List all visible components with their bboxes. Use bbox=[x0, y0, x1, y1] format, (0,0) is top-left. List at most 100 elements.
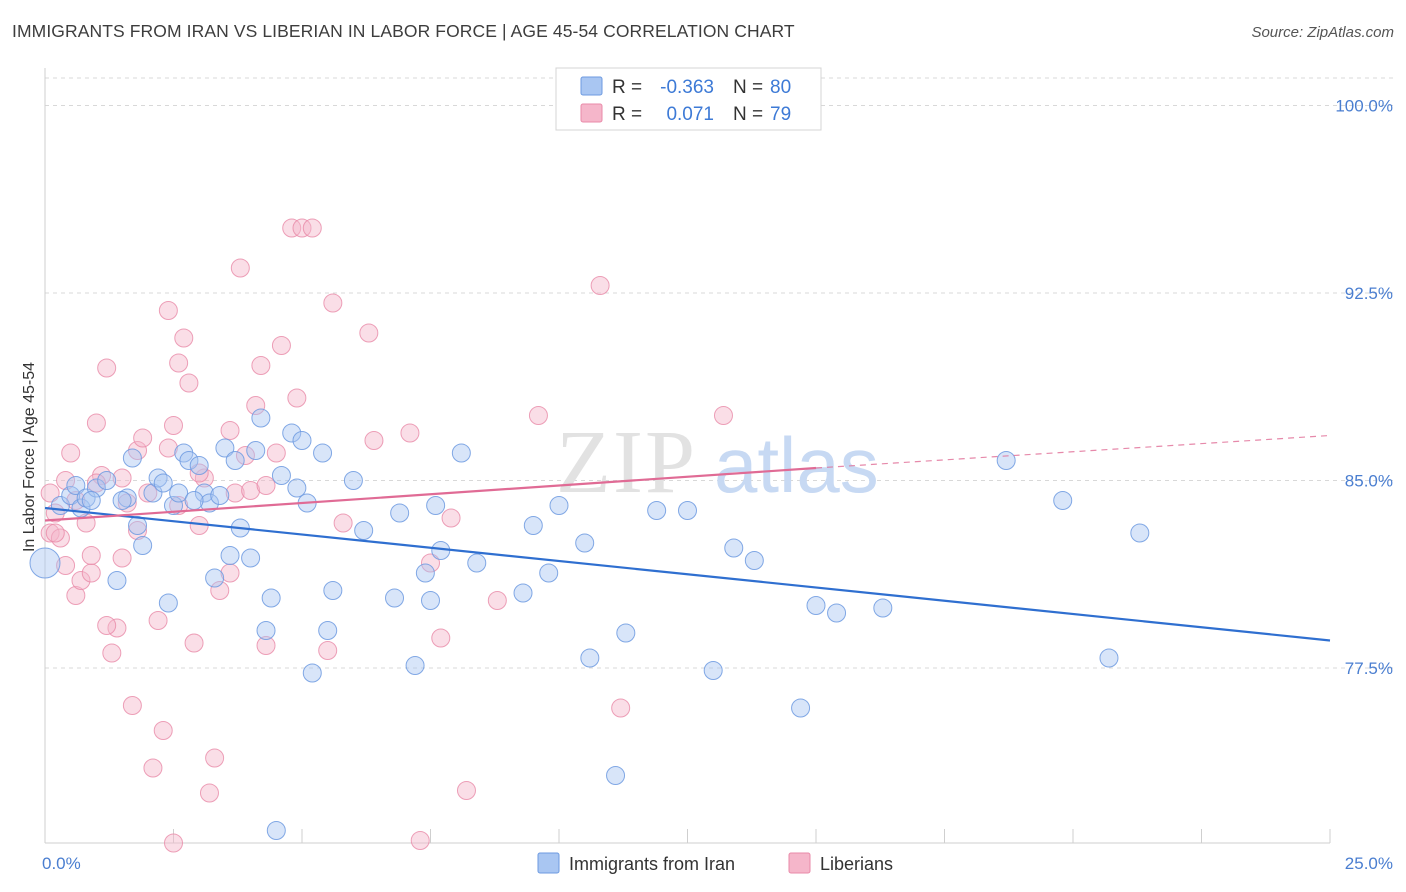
iran-point bbox=[405, 656, 425, 675]
liberians-point bbox=[97, 358, 117, 378]
liberians-point bbox=[50, 528, 70, 548]
watermark-atlas: atlas bbox=[714, 421, 879, 509]
iran-point bbox=[292, 431, 312, 450]
iran-points bbox=[29, 408, 1150, 840]
liberians-point bbox=[611, 698, 631, 718]
iran-point bbox=[390, 503, 410, 523]
stats-legend: R = -0.363 N = 80 R = 0.071 N = 79 bbox=[555, 67, 822, 131]
liberians-point bbox=[287, 388, 307, 408]
liberians-point bbox=[256, 636, 276, 655]
liberians-point bbox=[138, 483, 158, 503]
liberians-point bbox=[713, 406, 733, 425]
iran-point bbox=[241, 548, 261, 568]
liberians-point bbox=[184, 633, 204, 653]
liberians-point bbox=[441, 508, 461, 528]
liberians-point bbox=[153, 721, 173, 740]
iran-point bbox=[1053, 491, 1073, 510]
iran-point bbox=[29, 547, 61, 579]
liberians-point bbox=[56, 556, 76, 575]
iran-point bbox=[246, 441, 266, 460]
liberians-point bbox=[143, 758, 163, 778]
liberians-point bbox=[456, 781, 476, 800]
liberians-point bbox=[302, 218, 322, 238]
liberians-point bbox=[292, 218, 312, 238]
iran-point bbox=[539, 563, 559, 583]
liberians-point bbox=[323, 293, 343, 313]
series-legend-label-iran: Immigrants from Iran bbox=[569, 854, 735, 874]
watermark-zip: ZIP bbox=[556, 413, 697, 512]
iran-point bbox=[549, 496, 569, 515]
x-tick-labels: 0.0% 25.0% bbox=[42, 854, 1393, 873]
iran-point bbox=[523, 516, 543, 535]
iran-point bbox=[153, 473, 173, 493]
liberians-point bbox=[194, 468, 214, 488]
iran-point bbox=[107, 571, 127, 590]
iran-point bbox=[199, 493, 219, 513]
liberians-point bbox=[56, 471, 76, 490]
iran-point bbox=[451, 443, 471, 463]
trend-lines bbox=[44, 434, 1331, 642]
iran-point bbox=[302, 663, 322, 683]
iran-point bbox=[606, 766, 626, 785]
liberians-point bbox=[66, 586, 86, 605]
iran-point bbox=[467, 553, 487, 573]
iran-trend-line bbox=[44, 506, 1331, 642]
iran-point bbox=[169, 483, 189, 503]
iran-point bbox=[112, 491, 132, 510]
iran-point bbox=[678, 501, 697, 520]
liberians-point bbox=[241, 481, 261, 500]
iran-point bbox=[76, 488, 96, 508]
liberians-trend-extension bbox=[815, 434, 1331, 469]
iran-point bbox=[61, 486, 81, 505]
legend-r-label-1: R = bbox=[612, 77, 642, 98]
iran-point bbox=[575, 533, 595, 553]
liberians-point bbox=[431, 628, 451, 648]
liberians-point bbox=[359, 323, 379, 343]
legend-n-value-2: 79 bbox=[770, 104, 791, 125]
iran-point bbox=[81, 491, 101, 510]
series-legend-label-liberians: Liberians bbox=[820, 854, 893, 874]
liberians-point bbox=[210, 581, 230, 600]
liberians-point bbox=[40, 523, 60, 543]
liberians-point bbox=[220, 421, 240, 440]
iran-point bbox=[148, 468, 168, 488]
liberians-point bbox=[189, 463, 209, 483]
liberians-point bbox=[421, 553, 440, 573]
liberians-point bbox=[81, 546, 101, 565]
iran-point bbox=[164, 496, 183, 515]
liberians-point bbox=[487, 591, 507, 610]
iran-point bbox=[313, 443, 333, 463]
iran-point bbox=[287, 478, 307, 498]
x-tick-label: 25.0% bbox=[1345, 854, 1393, 873]
liberians-point bbox=[282, 218, 302, 238]
series-legend: Immigrants from Iran Liberians bbox=[537, 852, 893, 874]
iran-point bbox=[261, 588, 281, 608]
liberians-point bbox=[590, 276, 610, 295]
liberians-point bbox=[71, 571, 91, 590]
iran-point bbox=[724, 538, 744, 558]
iran-point bbox=[647, 501, 667, 520]
x-tick-marks bbox=[44, 829, 1331, 843]
liberians-point bbox=[97, 616, 117, 635]
iran-point bbox=[616, 623, 636, 643]
liberians-point bbox=[235, 446, 255, 465]
iran-point bbox=[122, 448, 142, 468]
liberians-points bbox=[40, 218, 733, 853]
iran-point bbox=[189, 456, 209, 475]
iran-point bbox=[421, 591, 440, 610]
legend-r-value-2: 0.071 bbox=[666, 104, 714, 125]
liberians-point bbox=[230, 258, 250, 278]
liberians-point bbox=[61, 443, 81, 463]
iran-point bbox=[133, 536, 153, 555]
y-tick-label: 92.5% bbox=[1345, 284, 1393, 303]
legend-r-label-2: R = bbox=[612, 104, 642, 125]
iran-point bbox=[266, 821, 286, 840]
liberians-point bbox=[45, 523, 65, 543]
chart-title: IMMIGRANTS FROM IRAN VS LIBERIAN IN LABO… bbox=[12, 21, 795, 41]
legend-n-label-2: N = bbox=[733, 104, 763, 125]
watermark: ZIP atlas bbox=[556, 413, 879, 512]
iran-point bbox=[282, 423, 302, 443]
iran-point bbox=[66, 476, 86, 495]
liberians-point bbox=[158, 301, 178, 320]
